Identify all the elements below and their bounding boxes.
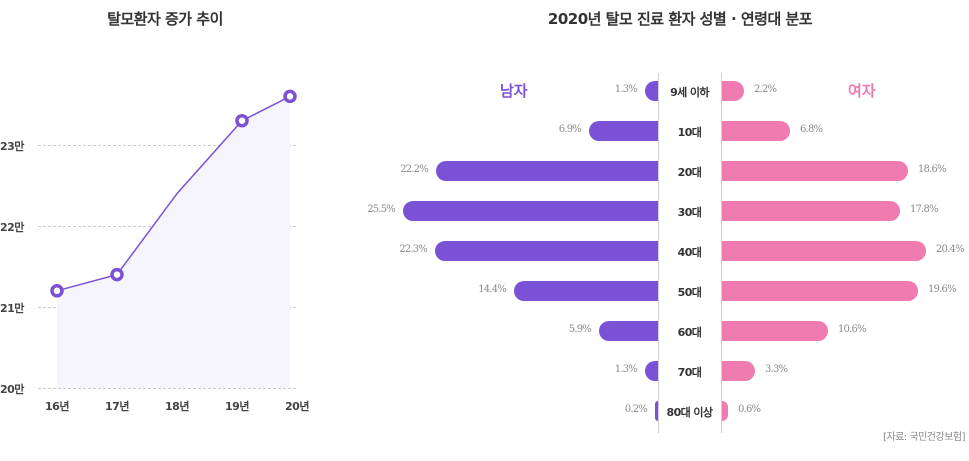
male-bar xyxy=(436,161,658,181)
female-percent: 6.8% xyxy=(800,124,823,135)
female-percent: 17.8% xyxy=(910,204,939,215)
x-tick-19: 19년 xyxy=(225,400,249,413)
female-percent: 3.3% xyxy=(765,364,788,375)
male-percent: 6.9% xyxy=(558,124,582,135)
y-tick-20: 20만 xyxy=(0,383,24,396)
male-bar xyxy=(403,201,658,221)
x-tick-18: 18년 xyxy=(165,400,189,413)
male-percent: 14.4% xyxy=(478,284,507,295)
trend-line xyxy=(56,95,291,292)
x-tick-20: 20년 xyxy=(285,400,309,413)
data-markers xyxy=(50,89,297,298)
male-bar xyxy=(514,281,658,301)
female-bar xyxy=(722,121,790,141)
female-bar xyxy=(722,361,755,381)
age-label: 80대 이상 xyxy=(666,406,714,419)
male-percent: 22.2% xyxy=(400,164,429,175)
age-row: 1.3% 70대 3.3% xyxy=(0,361,969,381)
age-label: 60대 xyxy=(677,326,702,339)
age-label: 50대 xyxy=(677,286,702,299)
female-percent: 2.2% xyxy=(754,84,777,95)
male-percent: 25.5% xyxy=(367,204,396,215)
data-point-marker xyxy=(235,113,249,128)
age-label: 70대 xyxy=(677,366,702,379)
female-percent: 10.6% xyxy=(838,324,867,335)
age-row: 0.2% 80대 이상 0.6% xyxy=(0,401,969,421)
source-note: [자료: 국민건강보험] xyxy=(883,432,965,443)
line-chart-plot xyxy=(38,89,298,389)
age-label: 20대 xyxy=(677,166,702,179)
age-label: 30대 xyxy=(677,206,702,219)
x-tick-16: 16년 xyxy=(45,400,69,413)
legend-male: 남자 xyxy=(500,82,528,100)
male-percent: 1.3% xyxy=(614,364,638,375)
female-bar xyxy=(722,161,908,181)
female-bar xyxy=(722,241,926,261)
female-bar xyxy=(722,201,900,221)
data-point-marker xyxy=(110,267,124,282)
female-percent: 20.4% xyxy=(936,244,965,255)
female-bar xyxy=(722,321,828,341)
y-tick-21: 21만 xyxy=(0,302,24,315)
age-row: 1.3% 9세 이하 2.2% xyxy=(0,81,969,101)
female-bar xyxy=(722,81,744,101)
legend-female: 여자 xyxy=(848,82,876,100)
female-bar xyxy=(722,281,918,301)
male-bar xyxy=(655,401,658,421)
age-label: 9세 이하 xyxy=(670,86,709,99)
age-row: 22.3% 40대 20.4% xyxy=(0,241,969,261)
data-point-marker xyxy=(50,284,64,298)
data-point-marker xyxy=(283,89,297,104)
female-percent: 19.6% xyxy=(928,284,957,295)
male-percent: 0.2% xyxy=(624,404,648,415)
age-row: 25.5% 30대 17.8% xyxy=(0,201,969,221)
female-percent: 0.6% xyxy=(738,404,761,415)
center-divider-right xyxy=(721,73,722,433)
age-label: 40대 xyxy=(677,246,702,259)
female-bar xyxy=(722,401,728,421)
age-row: 5.9% 60대 10.6% xyxy=(0,321,969,341)
y-tick-22: 22만 xyxy=(0,221,24,234)
age-row: 6.9% 10대 6.8% xyxy=(0,121,969,141)
age-label: 10대 xyxy=(677,126,702,139)
male-bar xyxy=(589,121,658,141)
male-bar xyxy=(645,361,658,381)
male-percent: 1.3% xyxy=(614,84,638,95)
male-percent: 5.9% xyxy=(568,324,592,335)
line-chart-title: 탈모환자 증가 추이 xyxy=(107,10,223,28)
age-row: 14.4% 50대 19.6% xyxy=(0,281,969,301)
x-tick-17: 17년 xyxy=(105,400,129,413)
male-bar xyxy=(645,81,658,101)
y-tick-23: 23만 xyxy=(0,140,24,153)
male-percent: 22.3% xyxy=(399,244,428,255)
male-bar xyxy=(435,241,658,261)
male-bar xyxy=(599,321,658,341)
area-fill xyxy=(57,96,290,389)
age-row: 22.2% 20대 18.6% xyxy=(0,161,969,181)
center-divider-left xyxy=(658,73,659,433)
female-percent: 18.6% xyxy=(918,164,947,175)
bar-chart-title: 2020년 탈모 진료 환자 성별 · 연령대 분포 xyxy=(547,10,813,28)
